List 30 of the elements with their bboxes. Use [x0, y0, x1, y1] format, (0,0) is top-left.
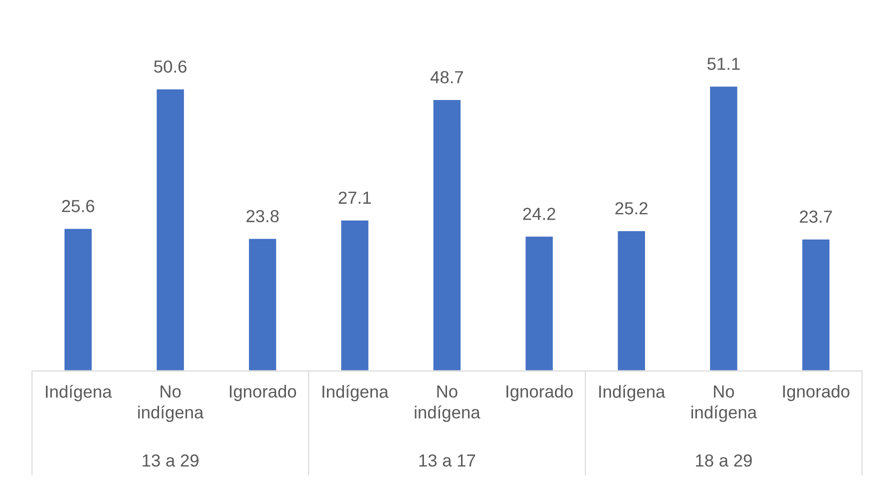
x-tick-label: No indígena [692, 386, 757, 422]
bar [616, 230, 646, 371]
data-label: 27.1 [338, 192, 371, 204]
x-tick-label: Indígena [599, 384, 666, 402]
bar [340, 219, 370, 371]
data-label: 23.8 [246, 210, 279, 222]
bar [248, 238, 278, 371]
x-tick-label: Ignorado [230, 384, 296, 402]
x-tick-label: Ignorado [783, 384, 850, 402]
bar [432, 98, 462, 371]
bar [63, 227, 94, 371]
data-label: 23.7 [800, 210, 832, 223]
data-label: 25.6 [62, 200, 94, 212]
text: 13 a 29 [142, 454, 198, 467]
x-tick-label: Indígena [322, 384, 389, 402]
data-label: 50.6 [154, 60, 186, 73]
x-tick-label: No indígena [414, 386, 480, 422]
data-label: 25.2 [615, 202, 648, 214]
bar [708, 85, 739, 371]
data-label: 48.7 [430, 71, 464, 84]
bar [155, 88, 186, 371]
data-label: 24.2 [523, 208, 556, 220]
x-tick-label: Ignorado [506, 384, 573, 402]
bar [800, 238, 831, 371]
text: 18 a 29 [696, 454, 752, 467]
data-label: 51.1 [707, 58, 740, 70]
text: 13 a 17 [419, 454, 476, 467]
bar [524, 235, 554, 371]
x-tick-label: No indígena [138, 386, 204, 422]
x-tick-label: Indígena [46, 384, 112, 402]
